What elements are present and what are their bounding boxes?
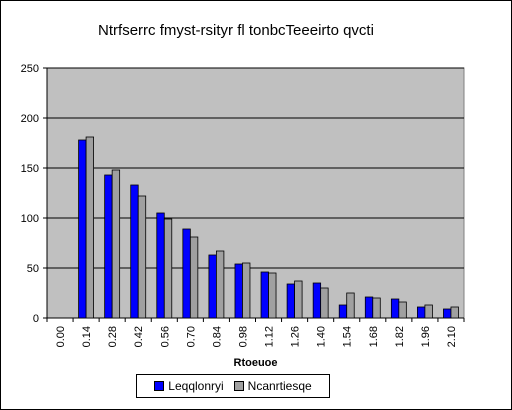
x-tick-label: 1.40 — [316, 326, 328, 347]
bar-series-1 — [312, 282, 322, 319]
bar-series-1 — [260, 271, 269, 319]
bar-series-2 — [85, 136, 94, 319]
x-tick-label: 1.68 — [368, 326, 380, 347]
chart-title: Ntrfserrc fmyst-rsityr fl tonbcTeeeirto … — [98, 22, 374, 39]
x-tick-label: 0.42 — [133, 326, 145, 347]
y-tick-label: 100 — [21, 213, 39, 225]
y-tick-label: 250 — [21, 63, 39, 75]
x-tick-label: 1.54 — [342, 326, 354, 347]
x-tick-label: 1.82 — [394, 326, 406, 347]
bar-series-2 — [189, 236, 199, 319]
bar-series-2 — [450, 306, 459, 319]
x-tick-label: 0.84 — [211, 326, 223, 347]
legend: Leqqlonryi Ncanrtiesqe — [136, 374, 330, 398]
x-tick-label: 0.56 — [159, 326, 171, 347]
x-tick-label: 1.26 — [290, 326, 302, 347]
y-tick-label: 150 — [21, 163, 39, 175]
bar-series-2 — [424, 304, 433, 319]
y-tick-label: 200 — [21, 113, 39, 125]
bar-series-1 — [78, 139, 87, 319]
legend-swatch-series-2 — [233, 381, 244, 391]
bar-series-1 — [156, 212, 165, 319]
bar-series-1 — [286, 283, 295, 319]
bar-series-2 — [216, 250, 225, 319]
bar-series-1 — [443, 308, 452, 319]
bar-series-2 — [111, 169, 121, 319]
bar-series-1 — [104, 174, 113, 319]
legend-item-series-2: Ncanrtiesqe — [233, 379, 312, 393]
x-tick-label: 0.28 — [107, 326, 119, 347]
bar-series-2 — [163, 218, 173, 319]
bar-series-1 — [208, 254, 217, 319]
y-tick-label: 50 — [27, 263, 39, 275]
legend-item-series-1: Leqqlonryi — [154, 379, 224, 393]
bar-series-2 — [137, 195, 147, 319]
x-tick-label: 1.96 — [420, 326, 432, 347]
x-tick-label: 0.14 — [81, 326, 93, 347]
bar-series-2 — [320, 287, 329, 319]
bar-series-2 — [398, 301, 407, 319]
legend-swatch-series-1 — [154, 381, 165, 391]
bar-series-1 — [338, 304, 348, 319]
bar-series-1 — [234, 263, 243, 319]
x-tick-label: 0.00 — [55, 326, 67, 347]
x-tick-label: 0.70 — [185, 326, 197, 347]
bar-series-1 — [390, 298, 400, 319]
bar-series-2 — [268, 272, 277, 319]
x-axis-title: Rtoeuoe — [234, 357, 278, 369]
legend-label-series-2: Ncanrtiesqe — [247, 379, 312, 393]
y-tick-label: 0 — [33, 313, 39, 325]
bar-series-2 — [242, 262, 251, 319]
bar-series-1 — [417, 306, 426, 319]
bar-series-1 — [130, 184, 139, 319]
bar-series-2 — [372, 297, 381, 319]
bar-series-1 — [364, 296, 374, 319]
x-tick-label: 0.98 — [237, 326, 249, 347]
bar-series-1 — [182, 228, 191, 319]
legend-label-series-1: Leqqlonryi — [168, 379, 224, 393]
x-tick-label: 1.12 — [264, 326, 276, 347]
x-tick-label: 2.10 — [446, 326, 458, 347]
bar-series-2 — [294, 280, 303, 319]
bar-series-2 — [346, 292, 355, 319]
